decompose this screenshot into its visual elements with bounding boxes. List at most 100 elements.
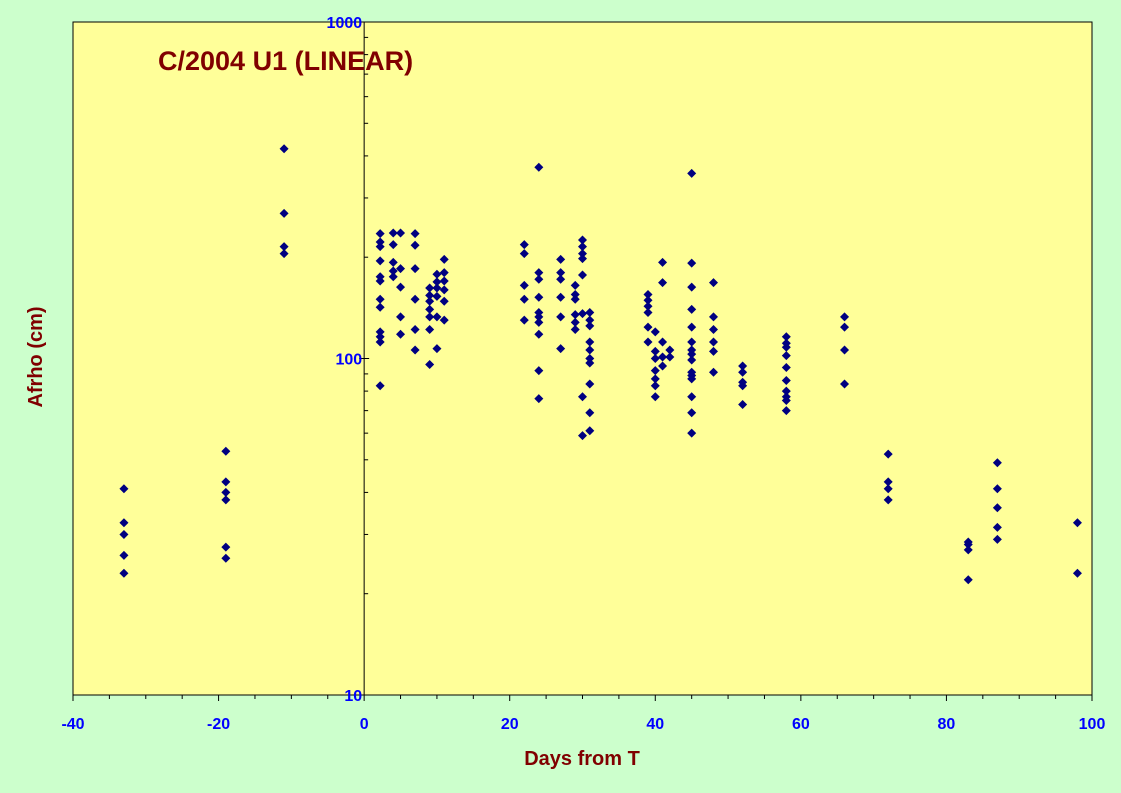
data-point — [432, 277, 442, 287]
data-point — [119, 550, 129, 560]
data-point — [578, 242, 587, 252]
data-point — [1072, 518, 1082, 528]
data-point — [883, 477, 893, 487]
data-point — [221, 495, 231, 505]
data-point — [556, 274, 566, 284]
data-point — [119, 518, 129, 528]
data-point — [781, 396, 791, 406]
data-point — [883, 495, 893, 505]
data-point — [687, 337, 697, 347]
data-point — [534, 162, 544, 172]
data-series — [119, 144, 1082, 585]
x-axis: -40 -20 0 20 40 60 80 100 — [61, 695, 1105, 733]
data-point — [388, 266, 398, 276]
data-point — [396, 329, 406, 339]
data-point — [687, 374, 697, 384]
data-point — [375, 256, 385, 266]
data-point — [665, 345, 675, 355]
data-point — [279, 249, 289, 259]
data-point — [396, 282, 406, 292]
data-point — [425, 296, 435, 306]
data-point — [840, 379, 850, 389]
data-point — [410, 264, 420, 274]
data-point — [1072, 568, 1082, 578]
data-point — [388, 272, 398, 282]
data-point — [534, 274, 544, 284]
data-point — [738, 399, 748, 409]
data-point — [279, 144, 289, 154]
data-point — [556, 292, 566, 302]
data-point — [375, 381, 385, 391]
data-point — [519, 240, 529, 250]
y-axis-title: Afrho (cm) — [25, 306, 47, 407]
data-point — [388, 257, 398, 267]
data-point — [570, 324, 580, 334]
data-point — [650, 374, 660, 384]
y-axis: 10 100 1000 — [327, 15, 370, 705]
data-point — [687, 258, 697, 268]
data-point — [119, 529, 129, 539]
data-point — [992, 503, 1002, 513]
data-point — [781, 351, 791, 361]
data-point — [585, 358, 595, 368]
y-tick-label: 100 — [335, 352, 362, 369]
data-point — [432, 344, 442, 354]
data-point — [650, 327, 660, 337]
data-point — [534, 268, 544, 278]
x-tick-label: 40 — [646, 716, 664, 733]
data-point — [534, 317, 544, 327]
data-point — [221, 542, 231, 552]
data-point — [439, 268, 449, 278]
data-point — [992, 458, 1002, 468]
data-point — [439, 276, 449, 286]
data-point — [840, 345, 850, 355]
data-point — [432, 283, 442, 293]
data-point — [519, 315, 529, 325]
data-point — [687, 349, 697, 359]
data-point — [578, 309, 587, 319]
data-point — [221, 446, 231, 456]
x-tick-label: -40 — [61, 716, 84, 733]
data-point — [643, 337, 653, 347]
data-point — [665, 352, 675, 362]
data-point — [534, 292, 544, 302]
data-point — [439, 296, 449, 306]
data-point — [992, 534, 1002, 544]
data-point — [279, 242, 289, 252]
data-point — [709, 367, 719, 377]
data-point — [840, 322, 850, 332]
data-point — [650, 354, 660, 363]
data-point — [432, 269, 442, 279]
x-axis-title: Days from T — [524, 748, 640, 770]
data-point — [585, 307, 595, 317]
data-point — [578, 270, 587, 280]
data-point — [781, 376, 791, 386]
data-point — [650, 366, 660, 376]
data-point — [992, 484, 1002, 494]
data-point — [534, 366, 544, 376]
data-point — [585, 337, 595, 347]
data-point — [658, 278, 668, 288]
data-point — [375, 229, 385, 239]
data-point — [556, 312, 566, 322]
data-point — [375, 337, 385, 347]
data-point — [534, 394, 544, 404]
data-point — [992, 522, 1002, 532]
data-point — [585, 426, 595, 436]
data-point — [410, 240, 420, 250]
data-point — [687, 428, 697, 438]
data-point — [643, 295, 653, 305]
data-point — [687, 408, 697, 418]
data-point — [709, 278, 719, 288]
data-point — [578, 392, 587, 402]
data-point — [221, 553, 231, 563]
data-point — [425, 312, 435, 322]
data-point — [709, 324, 719, 334]
data-point — [650, 381, 660, 391]
data-point — [439, 254, 449, 264]
data-point — [410, 345, 420, 355]
data-point — [840, 312, 850, 322]
data-point — [578, 254, 587, 264]
